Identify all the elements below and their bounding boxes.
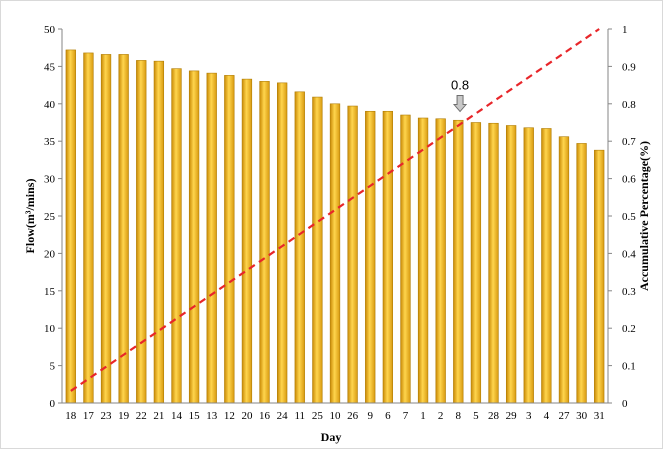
y-axis-title: Flow(m³/mins)	[23, 179, 37, 254]
right-tick-label: 0.7	[622, 136, 636, 148]
right-tick-label: 0.2	[622, 323, 636, 335]
right-tick-label: 0.5	[622, 211, 636, 223]
bar-day-9	[365, 110, 376, 404]
bar-day-1	[417, 117, 429, 404]
bar-day-2	[435, 118, 446, 404]
cumulative-percentage-line	[70, 28, 600, 392]
bar-day-29	[505, 125, 517, 404]
x-tick-label: 29	[506, 410, 518, 422]
x-tick-label: 5	[473, 410, 479, 422]
bar-day-5	[470, 122, 482, 404]
bar-day-8	[453, 119, 464, 404]
bar-day-20	[241, 78, 253, 404]
x-tick-label: 15	[189, 410, 201, 422]
x-tick-label: 6	[385, 410, 391, 422]
x-tick-label: 10	[330, 410, 342, 422]
x-tick-label: 17	[83, 410, 95, 422]
bar-day-3	[523, 127, 534, 404]
bar-day-12	[224, 75, 235, 404]
annotation: 0.8	[451, 78, 469, 113]
down-arrow-icon	[452, 95, 468, 113]
right-tick-label: 0	[622, 398, 628, 410]
bar-day-14	[171, 68, 182, 404]
x-tick-label: 11	[294, 410, 305, 422]
x-tick-label: 7	[403, 410, 409, 422]
x-tick-label: 9	[367, 410, 373, 422]
right-tick-label: 0.1	[622, 361, 636, 373]
bar-day-13	[206, 72, 217, 404]
x-tick-label: 8	[456, 410, 462, 422]
x-tick-label: 26	[347, 410, 359, 422]
x-tick-label: 22	[136, 410, 147, 422]
x-tick-label: 4	[544, 410, 550, 422]
bar-day-18	[65, 49, 76, 404]
right-tick-label: 0.6	[622, 174, 636, 186]
right-tick-label: 0.8	[622, 99, 636, 111]
x-tick-label: 3	[526, 410, 532, 422]
right-tick-label: 1	[622, 24, 628, 36]
bar-day-17	[83, 52, 94, 404]
x-tick-label: 14	[171, 410, 183, 422]
x-tick-label: 23	[101, 410, 113, 422]
x-tick-label: 20	[241, 410, 253, 422]
left-tick-label: 30	[44, 174, 56, 186]
x-tick-label: 28	[488, 410, 500, 422]
x-tick-label: 21	[153, 410, 164, 422]
x-tick-label: 12	[224, 410, 235, 422]
bar-day-10	[329, 103, 341, 404]
bar-day-19	[118, 54, 129, 404]
x-tick-label: 25	[312, 410, 324, 422]
y2-axis-title: Accumulative Percentage(%)	[637, 141, 651, 291]
bar-day-24	[277, 82, 288, 404]
cumulative-line-layer	[70, 28, 600, 392]
left-tick-labels: 0 5 10 15 20 25 30 35 40 45 50	[44, 24, 62, 410]
annotation-label: 0.8	[451, 78, 469, 93]
right-tick-label: 0.9	[622, 61, 636, 73]
x-axis-title: Day	[321, 430, 342, 444]
bar-day-28	[488, 122, 499, 404]
x-tick-label: 16	[259, 410, 271, 422]
x-tick-label: 24	[277, 410, 289, 422]
bar-day-31	[594, 149, 605, 404]
bar-day-25	[312, 96, 323, 404]
bars-layer	[65, 49, 605, 404]
bar-day-27	[558, 136, 570, 404]
x-tick-label: 31	[594, 410, 605, 422]
x-tick-label: 19	[118, 410, 130, 422]
bar-day-16	[259, 81, 270, 404]
left-tick-label: 10	[44, 323, 56, 335]
bar-day-15	[188, 70, 200, 404]
bar-day-30	[576, 143, 587, 404]
x-tick-label: 1	[420, 410, 426, 422]
left-tick-label: 15	[44, 286, 56, 298]
left-tick-label: 0	[50, 398, 56, 410]
bar-day-22	[136, 60, 147, 404]
x-tick-label: 13	[206, 410, 218, 422]
bar-day-23	[100, 54, 112, 404]
bar-day-11	[294, 91, 305, 404]
right-tick-label: 0.4	[622, 248, 636, 260]
bar-day-6	[382, 110, 393, 404]
x-tick-label: 2	[438, 410, 444, 422]
x-tick-labels: 18 17 23 19 22 21 14 15 13 12 20 16 24 11 25 10 26 9 6 7 1 2 8…	[65, 410, 604, 422]
left-tick-label: 25	[44, 211, 56, 223]
bar-day-4	[541, 128, 552, 404]
x-tick-label: 18	[65, 410, 77, 422]
left-tick-label: 50	[44, 24, 56, 36]
right-tick-labels: 0 0.1 0.2 0.3 0.4 0.5 0.6 0.7 0.8 0.9 1	[608, 24, 636, 410]
bar-day-21	[153, 60, 165, 404]
left-tick-label: 5	[50, 361, 56, 373]
left-tick-label: 40	[44, 99, 56, 111]
x-tick-label: 30	[576, 410, 588, 422]
x-tick-label: 27	[558, 410, 570, 422]
right-tick-label: 0.3	[622, 286, 636, 298]
left-tick-label: 45	[44, 61, 56, 73]
left-tick-label: 20	[44, 248, 56, 260]
left-tick-label: 35	[44, 136, 56, 148]
bar-day-26	[347, 105, 358, 404]
